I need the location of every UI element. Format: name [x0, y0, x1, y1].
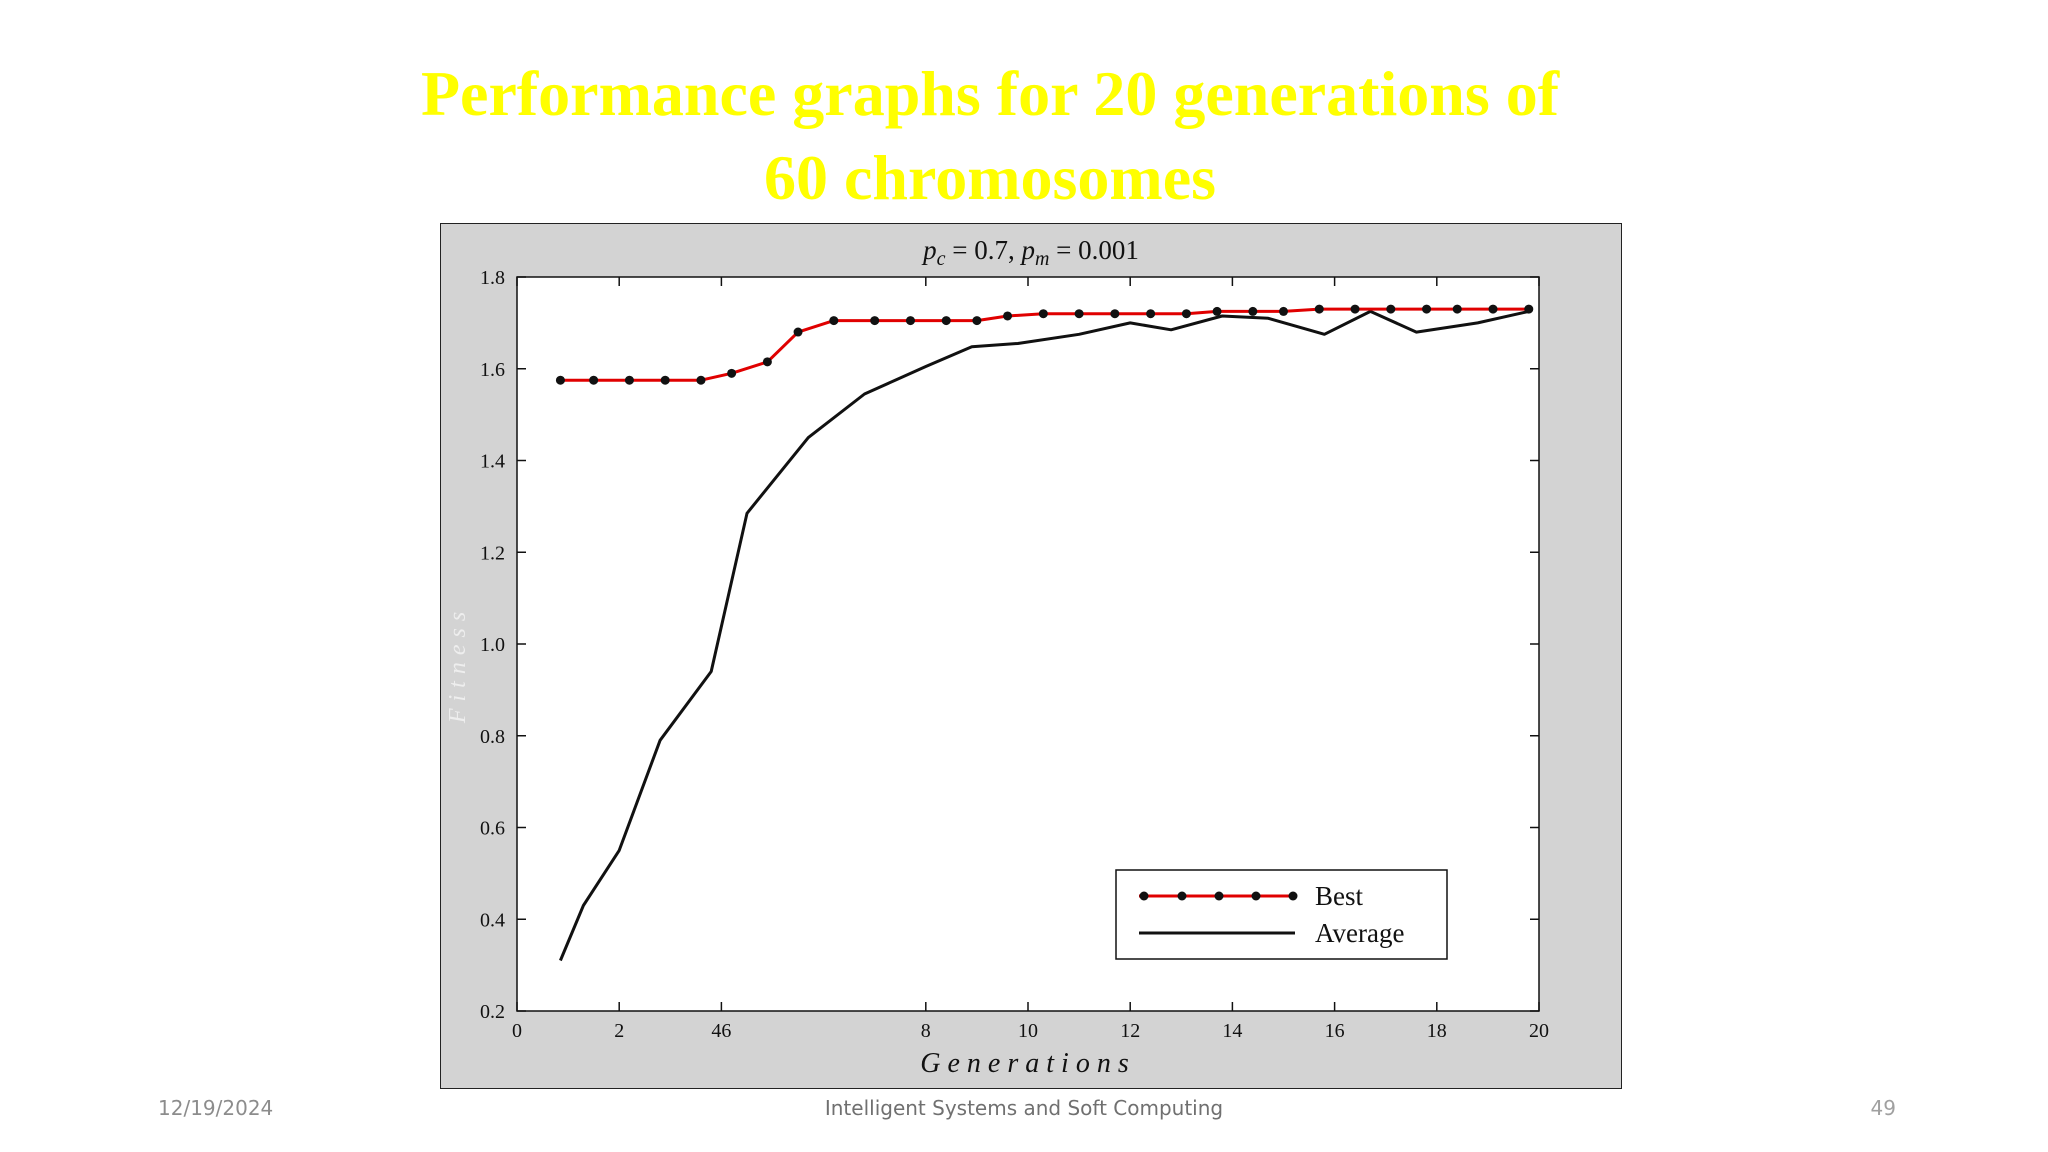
y-tick-label: 0.6 — [480, 818, 505, 840]
series-best-point — [905, 316, 915, 326]
x-tick-label: 10 — [1018, 1020, 1038, 1042]
series-lines — [555, 304, 1534, 962]
legend-best-marker — [1214, 891, 1224, 901]
series-best-point — [555, 375, 565, 385]
legend-best-marker — [1177, 891, 1187, 901]
legend: Best Average — [1115, 869, 1448, 960]
y-tick-label: 0.4 — [480, 909, 505, 931]
series-best-point — [1488, 304, 1498, 314]
legend-best-marker — [1288, 891, 1298, 901]
chart-title: pc = 0.7, pm = 0.001 — [921, 235, 1139, 270]
x-tick-label: 2 — [614, 1020, 624, 1042]
y-tick-label: 1.6 — [480, 359, 505, 381]
chart-frame: pc = 0.7, pm = 0.001 0.2 0.4 0.6 0.8 1.0 1.2 1… — [440, 223, 1622, 1089]
slide-title-line-1: Performance graphs for 20 generations of — [420, 58, 1560, 129]
slide-title: Performance graphs for 20 generations of… — [300, 52, 1680, 220]
series-best-point — [589, 375, 599, 385]
series-average-line — [559, 309, 1530, 962]
slide-title-line-2: 60 chromosomes — [763, 142, 1217, 213]
y-tick-label: 1.8 — [480, 267, 505, 289]
y-tick-label: 1.0 — [480, 634, 505, 656]
series-best-point — [1350, 304, 1360, 314]
chart-title-pm-symbol: p — [1019, 235, 1035, 265]
series-best-point — [1248, 306, 1258, 316]
y-tick-label: 1.2 — [480, 542, 505, 564]
series-best-point — [870, 316, 880, 326]
x-tick-label: 8 — [921, 1020, 931, 1042]
series-best-point — [1452, 304, 1462, 314]
series-best-point — [941, 316, 951, 326]
series-best-point — [1386, 304, 1396, 314]
series-best-point — [1524, 304, 1534, 314]
series-best-point — [1422, 304, 1432, 314]
series-best-point — [1110, 309, 1120, 319]
series-best-point — [1146, 309, 1156, 319]
x-tick-label: 14 — [1222, 1020, 1242, 1042]
series-best-point — [1074, 309, 1084, 319]
x-tick-label: 46 — [711, 1020, 731, 1042]
series-best-point — [1003, 311, 1013, 321]
x-tick-label: 18 — [1427, 1020, 1447, 1042]
fitness-chart: pc = 0.7, pm = 0.001 0.20.40.60.81.01.21… — [445, 235, 1549, 1079]
series-best-point — [660, 375, 670, 385]
x-axis-label: Generations — [920, 1048, 1135, 1079]
chart-title-pc-value: = 0.7, — [945, 235, 1021, 265]
series-best-point — [1181, 309, 1191, 319]
legend-best-marker — [1251, 891, 1261, 901]
footer-date: 12/19/2024 — [158, 1096, 274, 1120]
series-best-point — [727, 368, 737, 378]
series-best-point — [1279, 306, 1288, 316]
y-tick-label: 0.2 — [480, 1001, 505, 1023]
series-best-point — [1212, 306, 1222, 316]
series-best-point — [696, 375, 706, 385]
legend-best-marker — [1139, 891, 1149, 901]
series-best-point — [762, 357, 772, 367]
legend-box — [1115, 869, 1448, 960]
axis-ticks: 0.2 0.4 0.6 0.8 1.0 1.2 1.4 1.6 1.8 0 2 46 8 10 12 14 16… — [480, 267, 1549, 1042]
legend-average-label: Average — [1315, 918, 1404, 948]
chart-title-pc-symbol: p — [921, 235, 937, 265]
legend-best-label: Best — [1315, 881, 1364, 911]
series-best-point — [1314, 304, 1324, 314]
x-tick-label: 0 — [512, 1020, 522, 1042]
chart-title-pc-sub: c — [937, 248, 946, 270]
footer-course-title: Intelligent Systems and Soft Computing — [824, 1096, 1224, 1120]
y-tick-label: 0.8 — [480, 726, 505, 748]
y-axis-label: Fitness — [445, 605, 471, 724]
x-tick-label: 12 — [1120, 1020, 1140, 1042]
series-best-point — [829, 316, 839, 326]
series-best-point — [1038, 309, 1048, 319]
chart-title-pm-sub: m — [1035, 248, 1049, 270]
series-best-point — [972, 316, 982, 326]
chart-title-pm-value: = 0.001 — [1049, 235, 1138, 265]
y-tick-label: 1.4 — [480, 451, 505, 473]
x-tick-label: 16 — [1325, 1020, 1345, 1042]
series-best-point — [624, 375, 634, 385]
series-best-point — [793, 327, 803, 337]
page-number: 49 — [1870, 1096, 1896, 1120]
x-tick-label: 20 — [1529, 1020, 1549, 1042]
